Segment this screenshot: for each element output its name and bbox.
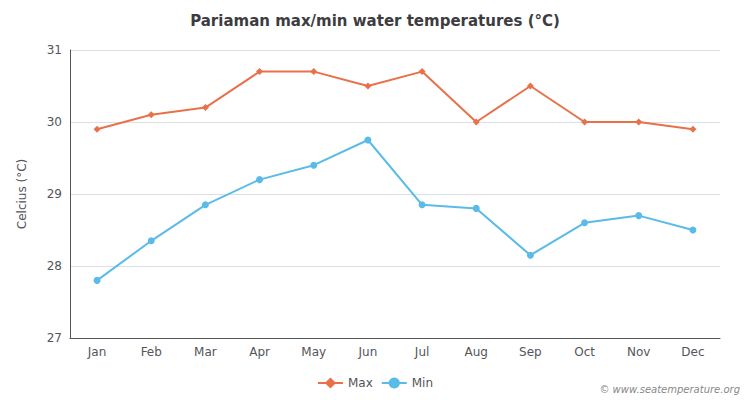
svg-text:Sep: Sep bbox=[519, 345, 542, 359]
svg-text:Jan: Jan bbox=[87, 345, 107, 359]
svg-text:30: 30 bbox=[47, 115, 62, 129]
svg-text:29: 29 bbox=[47, 187, 62, 201]
svg-text:Jun: Jun bbox=[358, 345, 378, 359]
svg-text:Oct: Oct bbox=[574, 345, 595, 359]
svg-text:© www.seatemperature.org: © www.seatemperature.org bbox=[599, 384, 740, 395]
svg-text:Dec: Dec bbox=[681, 345, 704, 359]
svg-text:31: 31 bbox=[47, 43, 62, 57]
svg-text:May: May bbox=[301, 345, 326, 359]
svg-text:Max: Max bbox=[348, 376, 373, 390]
svg-text:Apr: Apr bbox=[249, 345, 270, 359]
svg-text:Pariaman max/min water tempera: Pariaman max/min water temperatures (°C) bbox=[190, 12, 560, 30]
svg-text:Aug: Aug bbox=[465, 345, 488, 359]
svg-text:28: 28 bbox=[47, 259, 62, 273]
svg-text:Nov: Nov bbox=[627, 345, 650, 359]
svg-text:Feb: Feb bbox=[141, 345, 162, 359]
svg-text:Mar: Mar bbox=[194, 345, 217, 359]
svg-text:Min: Min bbox=[412, 376, 433, 390]
svg-text:27: 27 bbox=[47, 331, 62, 345]
svg-text:Celcius (°C): Celcius (°C) bbox=[15, 159, 29, 229]
svg-text:Jul: Jul bbox=[414, 345, 429, 359]
